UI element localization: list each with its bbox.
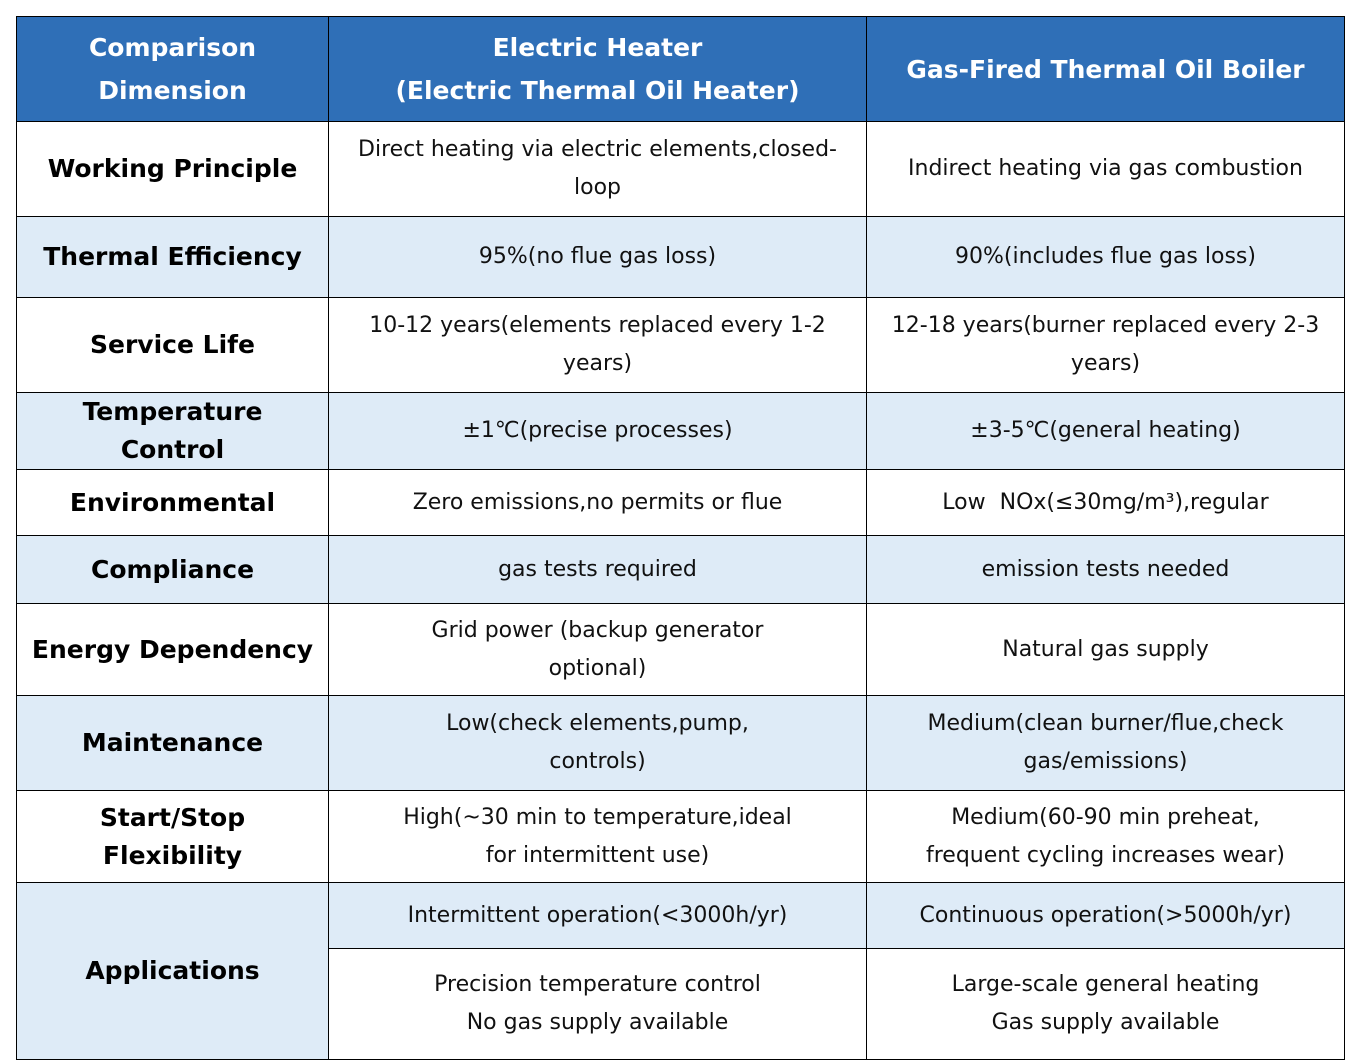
row-dimension: Start/Stop Flexibility bbox=[16, 790, 329, 883]
row-dimension: Environmental bbox=[16, 469, 329, 536]
electric-cell: ±1℃(precise processes) bbox=[328, 392, 867, 470]
applications-row: Applications Intermittent operation(<300… bbox=[16, 882, 1345, 1060]
gas-cell: Indirect heating via gas combustion bbox=[866, 121, 1345, 217]
table-row: Energy Dependency Grid power (backup gen… bbox=[16, 603, 1345, 696]
gas-cell: Medium(60-90 min preheat, frequent cycli… bbox=[866, 790, 1345, 883]
table-row: Compliance gas tests required emission t… bbox=[16, 535, 1345, 604]
table-row: Thermal Efficiency 95%(no flue gas loss)… bbox=[16, 216, 1345, 298]
row-dimension: Energy Dependency bbox=[16, 603, 329, 696]
gas-cell: Continuous operation(>5000h/yr) bbox=[866, 882, 1345, 949]
electric-cell: gas tests required bbox=[328, 535, 867, 604]
applications-dimension: Applications bbox=[16, 882, 329, 1060]
header-electric-heater: Electric Heater (Electric Thermal Oil He… bbox=[328, 16, 867, 122]
table-row: Temperature Control ±1℃(precise processe… bbox=[16, 392, 1345, 470]
electric-cell: Direct heating via electric elements,clo… bbox=[328, 121, 867, 217]
gas-cell: Large-scale general heating Gas supply a… bbox=[866, 948, 1345, 1060]
electric-cell: Zero emissions,no permits or flue bbox=[328, 469, 867, 536]
electric-cell: Grid power (backup generator optional) bbox=[328, 603, 867, 696]
electric-cell: 95%(no flue gas loss) bbox=[328, 216, 867, 298]
applications-row: Precision temperature control No gas sup… bbox=[17, 948, 1345, 1060]
header-gas-boiler: Gas-Fired Thermal Oil Boiler bbox=[866, 16, 1345, 122]
table-row: Environmental Zero emissions,no permits … bbox=[16, 469, 1345, 536]
comparison-table: Comparison Dimension Electric Heater (El… bbox=[16, 16, 1345, 1060]
row-dimension: Working Principle bbox=[16, 121, 329, 217]
row-dimension: Maintenance bbox=[16, 695, 329, 791]
electric-cell: Intermittent operation(<3000h/yr) bbox=[328, 882, 867, 949]
header-dimension: Comparison Dimension bbox=[16, 16, 329, 122]
table-row: Start/Stop Flexibility High(~30 min to t… bbox=[16, 790, 1345, 883]
electric-cell: High(~30 min to temperature,ideal for in… bbox=[328, 790, 867, 883]
electric-cell: Low(check elements,pump, controls) bbox=[328, 695, 867, 791]
row-dimension: Service Life bbox=[16, 297, 329, 393]
gas-cell: emission tests needed bbox=[866, 535, 1345, 604]
row-dimension: Temperature Control bbox=[16, 392, 329, 470]
gas-cell: 12-18 years(burner replaced every 2-3 ye… bbox=[866, 297, 1345, 393]
row-dimension: Compliance bbox=[16, 535, 329, 604]
electric-cell: 10-12 years(elements replaced every 1-2 … bbox=[328, 297, 867, 393]
gas-cell: 90%(includes flue gas loss) bbox=[866, 216, 1345, 298]
table-row: Maintenance Low(check elements,pump, con… bbox=[16, 695, 1345, 791]
gas-cell: Natural gas supply bbox=[866, 603, 1345, 696]
gas-cell: ±3-5℃(general heating) bbox=[866, 392, 1345, 470]
row-dimension: Thermal Efficiency bbox=[16, 216, 329, 298]
table-row: Working Principle Direct heating via ele… bbox=[16, 121, 1345, 217]
electric-cell: Precision temperature control No gas sup… bbox=[328, 948, 867, 1060]
gas-cell: Low NOx(≤30mg/m³),regular bbox=[866, 469, 1345, 536]
table-row: Service Life 10-12 years(elements replac… bbox=[16, 297, 1345, 393]
gas-cell: Medium(clean burner/flue,check gas/emiss… bbox=[866, 695, 1345, 791]
header-row: Comparison Dimension Electric Heater (El… bbox=[16, 16, 1345, 122]
